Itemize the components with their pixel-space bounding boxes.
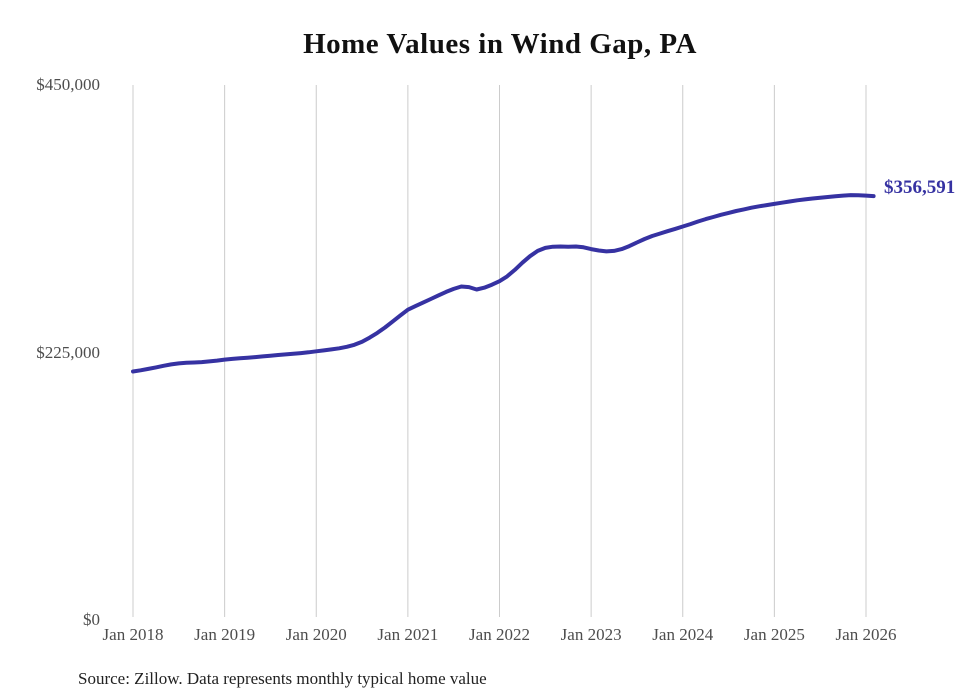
- x-axis-tick-label: Jan 2026: [835, 625, 897, 644]
- y-axis-tick-label: $0: [83, 610, 100, 629]
- x-axis-tick-label: Jan 2022: [469, 625, 530, 644]
- x-axis-tick-label: Jan 2020: [285, 625, 347, 644]
- x-axis-tick-label: Jan 2025: [743, 625, 805, 644]
- x-axis-tick-label: Jan 2021: [377, 625, 439, 644]
- y-axis-tick-label: $450,000: [36, 75, 100, 94]
- price-line: [131, 193, 876, 374]
- end-value-label: $356,591: [884, 177, 956, 198]
- x-axis-tick-label: Jan 2024: [652, 625, 714, 644]
- x-axis-tick-label: Jan 2018: [102, 625, 164, 644]
- x-axis-tick-label: Jan 2019: [194, 625, 256, 644]
- x-axis-tick-label: Jan 2023: [560, 625, 622, 644]
- chart-title: Home Values in Wind Gap, PA: [303, 28, 697, 60]
- y-axis-tick-label: $225,000: [36, 342, 100, 362]
- source-note: Source: Zillow. Data represents monthly …: [78, 669, 487, 688]
